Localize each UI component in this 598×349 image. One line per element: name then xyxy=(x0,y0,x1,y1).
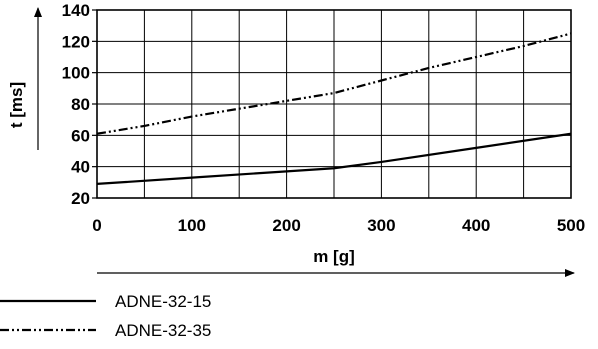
y-tick-label: 80 xyxy=(71,95,90,114)
y-tick-label: 20 xyxy=(71,189,90,208)
x-tick-labels: 0 100 200 300 400 500 xyxy=(92,216,585,235)
y-axis-label: t [ms] xyxy=(7,82,26,128)
y-tick-label: 120 xyxy=(62,32,90,51)
x-tick-label: 0 xyxy=(92,216,101,235)
legend-label: ADNE-32-15 xyxy=(115,292,211,311)
y-tick-labels: 20 40 60 80 100 120 140 xyxy=(62,1,97,208)
plot-grid xyxy=(97,10,571,198)
x-tick-label: 100 xyxy=(178,216,206,235)
series-layer xyxy=(96,32,572,185)
x-tick-label: 500 xyxy=(557,216,585,235)
y-tick-label: 140 xyxy=(62,1,90,20)
x-tick-label: 200 xyxy=(272,216,300,235)
y-tick-label: 100 xyxy=(62,64,90,83)
series-line-1 xyxy=(96,132,572,185)
y-tick-label: 40 xyxy=(71,158,90,177)
series-line-2 xyxy=(96,32,572,135)
legend: ADNE-32-15 ADNE-32-35 xyxy=(0,292,211,340)
legend-label: ADNE-32-35 xyxy=(115,321,211,340)
x-tick-label: 400 xyxy=(462,216,490,235)
x-axis-label: m [g] xyxy=(313,247,355,266)
x-tick-label: 300 xyxy=(367,216,395,235)
y-tick-label: 60 xyxy=(71,126,90,145)
